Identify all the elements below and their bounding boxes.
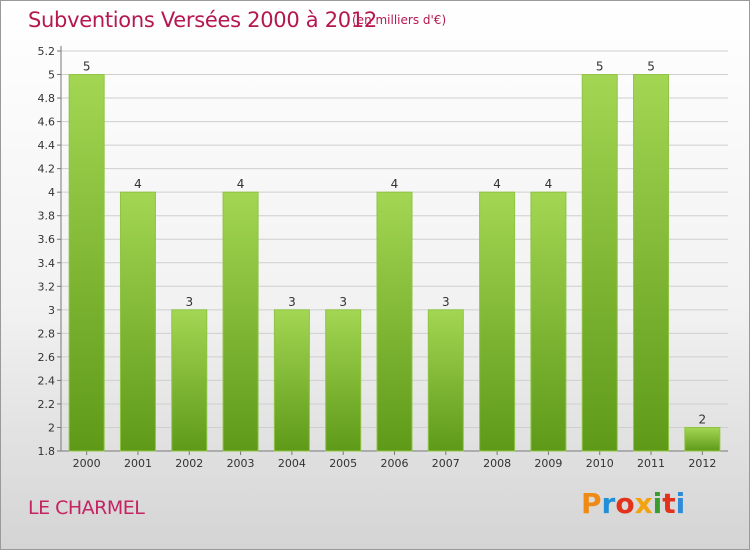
logo-letter: o	[615, 487, 635, 520]
data-label-2001: 4	[134, 177, 142, 191]
y-tick-label: 4	[48, 186, 55, 199]
x-tick-label-2011: 2011	[637, 457, 665, 470]
bar-2009	[530, 192, 566, 452]
y-tick-label: 2.6	[38, 351, 56, 364]
logo-letter: i	[652, 487, 663, 520]
x-tick-label-2002: 2002	[175, 457, 203, 470]
bar-outline-2001	[119, 191, 156, 452]
x-tick-label-2005: 2005	[329, 457, 357, 470]
x-tick-label-2010: 2010	[586, 457, 614, 470]
data-label-2012: 2	[699, 412, 707, 426]
y-tick-label: 2.8	[38, 327, 56, 340]
bar-outline-2010	[581, 74, 618, 452]
logo-letter: i	[675, 487, 686, 520]
y-tick-label: 3.2	[38, 280, 56, 293]
bar-2010	[582, 74, 618, 451]
bar-2012	[684, 427, 720, 451]
x-tick-label-2007: 2007	[432, 457, 460, 470]
proxiti-logo[interactable]: Proxiti	[581, 487, 685, 520]
bar-outline-2008	[479, 191, 516, 452]
bars	[68, 74, 721, 452]
commune-name: LE CHARMEL	[28, 497, 145, 519]
data-label-2005: 3	[339, 295, 347, 309]
bar-outline-2002	[171, 309, 208, 452]
bar-2004	[274, 309, 310, 451]
x-tick-labels: 2000 2001 2002 2003 2004 2005 2006 2007 2008 2009…	[73, 457, 717, 470]
data-label-2007: 3	[442, 295, 450, 309]
y-tick-label: 3.4	[38, 257, 56, 270]
bar-2007	[428, 309, 464, 451]
y-tick-label: 4.2	[38, 163, 56, 176]
data-label-2006: 4	[391, 177, 399, 191]
logo-letter: P	[581, 487, 602, 520]
y-tick-labels: 1.8 2 2.2 2.4 2.6 2.8 3 3.2 3.4 3.6 3.8 4 4.2 4.4 4.6 4…	[38, 45, 56, 458]
bar-outline-2011	[633, 74, 670, 452]
y-tick-label: 5.2	[38, 45, 56, 58]
bar-2006	[377, 192, 412, 452]
y-tick-label: 5	[48, 69, 55, 82]
x-tick-label-2000: 2000	[73, 457, 101, 470]
bar-outline-2007	[427, 309, 464, 452]
data-label-2004: 3	[288, 295, 296, 309]
data-label-2000: 5	[83, 60, 91, 74]
y-tick-label: 2.2	[38, 398, 56, 411]
bar-2011	[633, 74, 669, 451]
x-tick-label-2006: 2006	[381, 457, 409, 470]
data-label-2010: 5	[596, 60, 604, 74]
chart-title: Subventions Versées 2000 à 2012	[28, 8, 377, 32]
logo-letter: x	[634, 487, 653, 520]
x-tick-label-2004: 2004	[278, 457, 306, 470]
y-tick-label: 1.8	[38, 445, 56, 458]
data-label-2003: 4	[237, 177, 245, 191]
x-tick-label-2012: 2012	[688, 457, 716, 470]
bar-2005	[325, 309, 361, 451]
bar-2001	[120, 192, 156, 452]
y-tick-label: 3.8	[38, 210, 56, 223]
y-tick-label: 2.4	[38, 374, 56, 387]
y-tick-label: 4.8	[38, 92, 56, 105]
bar-outline-2009	[530, 191, 567, 452]
logo-letter: t	[662, 487, 676, 520]
bar-outline-2003	[222, 191, 259, 452]
bar-outline-2005	[325, 309, 362, 452]
bar-outline-2012	[684, 426, 721, 452]
bar-outline-2006	[376, 191, 413, 452]
x-tick-label-2009: 2009	[534, 457, 562, 470]
bar-outline-2004	[273, 309, 310, 452]
data-label-2008: 4	[493, 177, 501, 191]
x-tick-label-2008: 2008	[483, 457, 511, 470]
y-tick-label: 3.6	[38, 233, 56, 246]
x-tick-label-2003: 2003	[227, 457, 255, 470]
bar-2000	[69, 74, 105, 451]
bar-outline-2000	[68, 74, 105, 452]
logo-letter: r	[601, 487, 616, 520]
data-label-2011: 5	[647, 60, 655, 74]
y-tick-label: 3	[48, 304, 55, 317]
data-label-2009: 4	[545, 177, 553, 191]
x-tick-label-2001: 2001	[124, 457, 152, 470]
bar-2003	[223, 192, 259, 452]
bar-2002	[171, 309, 207, 451]
y-tick-label: 2	[48, 421, 55, 434]
bar-2008	[479, 192, 515, 452]
data-labels: 5 4 3 4 3 3 4 3 4 4 5 5 2	[83, 60, 706, 427]
chart-subtitle: (en milliers d'€)	[352, 13, 447, 27]
data-label-2002: 3	[185, 295, 193, 309]
y-tick-label: 4.6	[38, 116, 56, 129]
y-tick-label: 4.4	[38, 139, 56, 152]
